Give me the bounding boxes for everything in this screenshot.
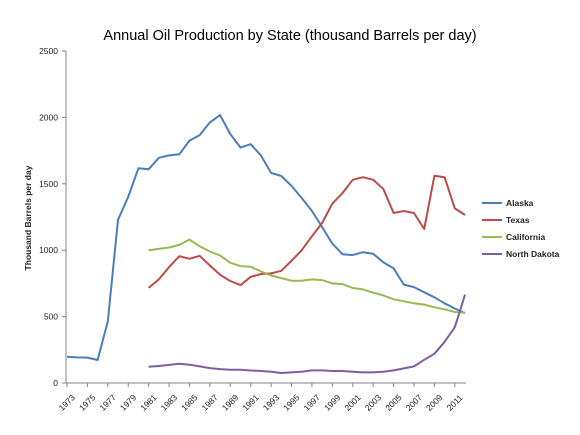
- x-tick-label: 1987: [199, 392, 220, 413]
- series-lines: [66, 114, 466, 374]
- y-tick-label: 1000: [39, 245, 58, 255]
- legend-label-north-dakota: North Dakota: [506, 249, 560, 259]
- x-tick-label: 1981: [138, 392, 159, 413]
- x-tick-label: 1989: [220, 392, 241, 413]
- x-tick-label: 1991: [240, 392, 261, 413]
- x-tick-label: 1995: [281, 392, 302, 413]
- chart-title: Annual Oil Production by State (thousand…: [103, 28, 476, 44]
- x-tick-label: 2005: [383, 392, 404, 413]
- series-line-california: [148, 238, 466, 314]
- x-tick-label: 1975: [77, 392, 98, 413]
- y-tick-label: 1500: [39, 179, 58, 189]
- x-axis-ticks: 1973 1975 1977 1979 1981 1983 1985 1987 1989 1991…: [57, 383, 465, 413]
- y-tick-label: 2500: [39, 46, 58, 56]
- legend-label-california: California: [506, 232, 545, 242]
- x-tick-label: 1977: [97, 392, 118, 413]
- x-tick-label: 2003: [363, 392, 384, 413]
- x-tick-label: 2001: [342, 392, 363, 413]
- y-tick-label: 0: [53, 378, 58, 388]
- y-tick-label: 500: [44, 312, 58, 322]
- x-tick-label: 2009: [424, 392, 445, 413]
- series-line-texas: [147, 174, 466, 289]
- legend: Alaska Texas California North Dakota: [482, 198, 560, 259]
- legend-label-texas: Texas: [506, 215, 530, 225]
- x-tick-label: 1999: [322, 392, 343, 413]
- axes: [65, 51, 466, 384]
- y-axis-ticks: 0 500 1000 1500 2000 2500: [39, 46, 66, 388]
- y-tick-label: 2000: [39, 112, 58, 122]
- y-axis-label: Thousand Barrels per day: [23, 165, 33, 270]
- x-tick-label: 1983: [159, 392, 180, 413]
- x-tick-label: 1973: [57, 392, 78, 413]
- series-line-alaska: [66, 114, 466, 361]
- series-line-north-dakota: [148, 294, 466, 374]
- x-tick-label: 1997: [302, 392, 323, 413]
- x-tick-label: 1985: [179, 392, 200, 413]
- legend-label-alaska: Alaska: [506, 198, 534, 208]
- x-tick-label: 1979: [118, 392, 139, 413]
- x-tick-label: 2007: [404, 392, 425, 413]
- x-tick-label: 2011: [445, 392, 465, 412]
- x-tick-label: 1993: [261, 392, 282, 413]
